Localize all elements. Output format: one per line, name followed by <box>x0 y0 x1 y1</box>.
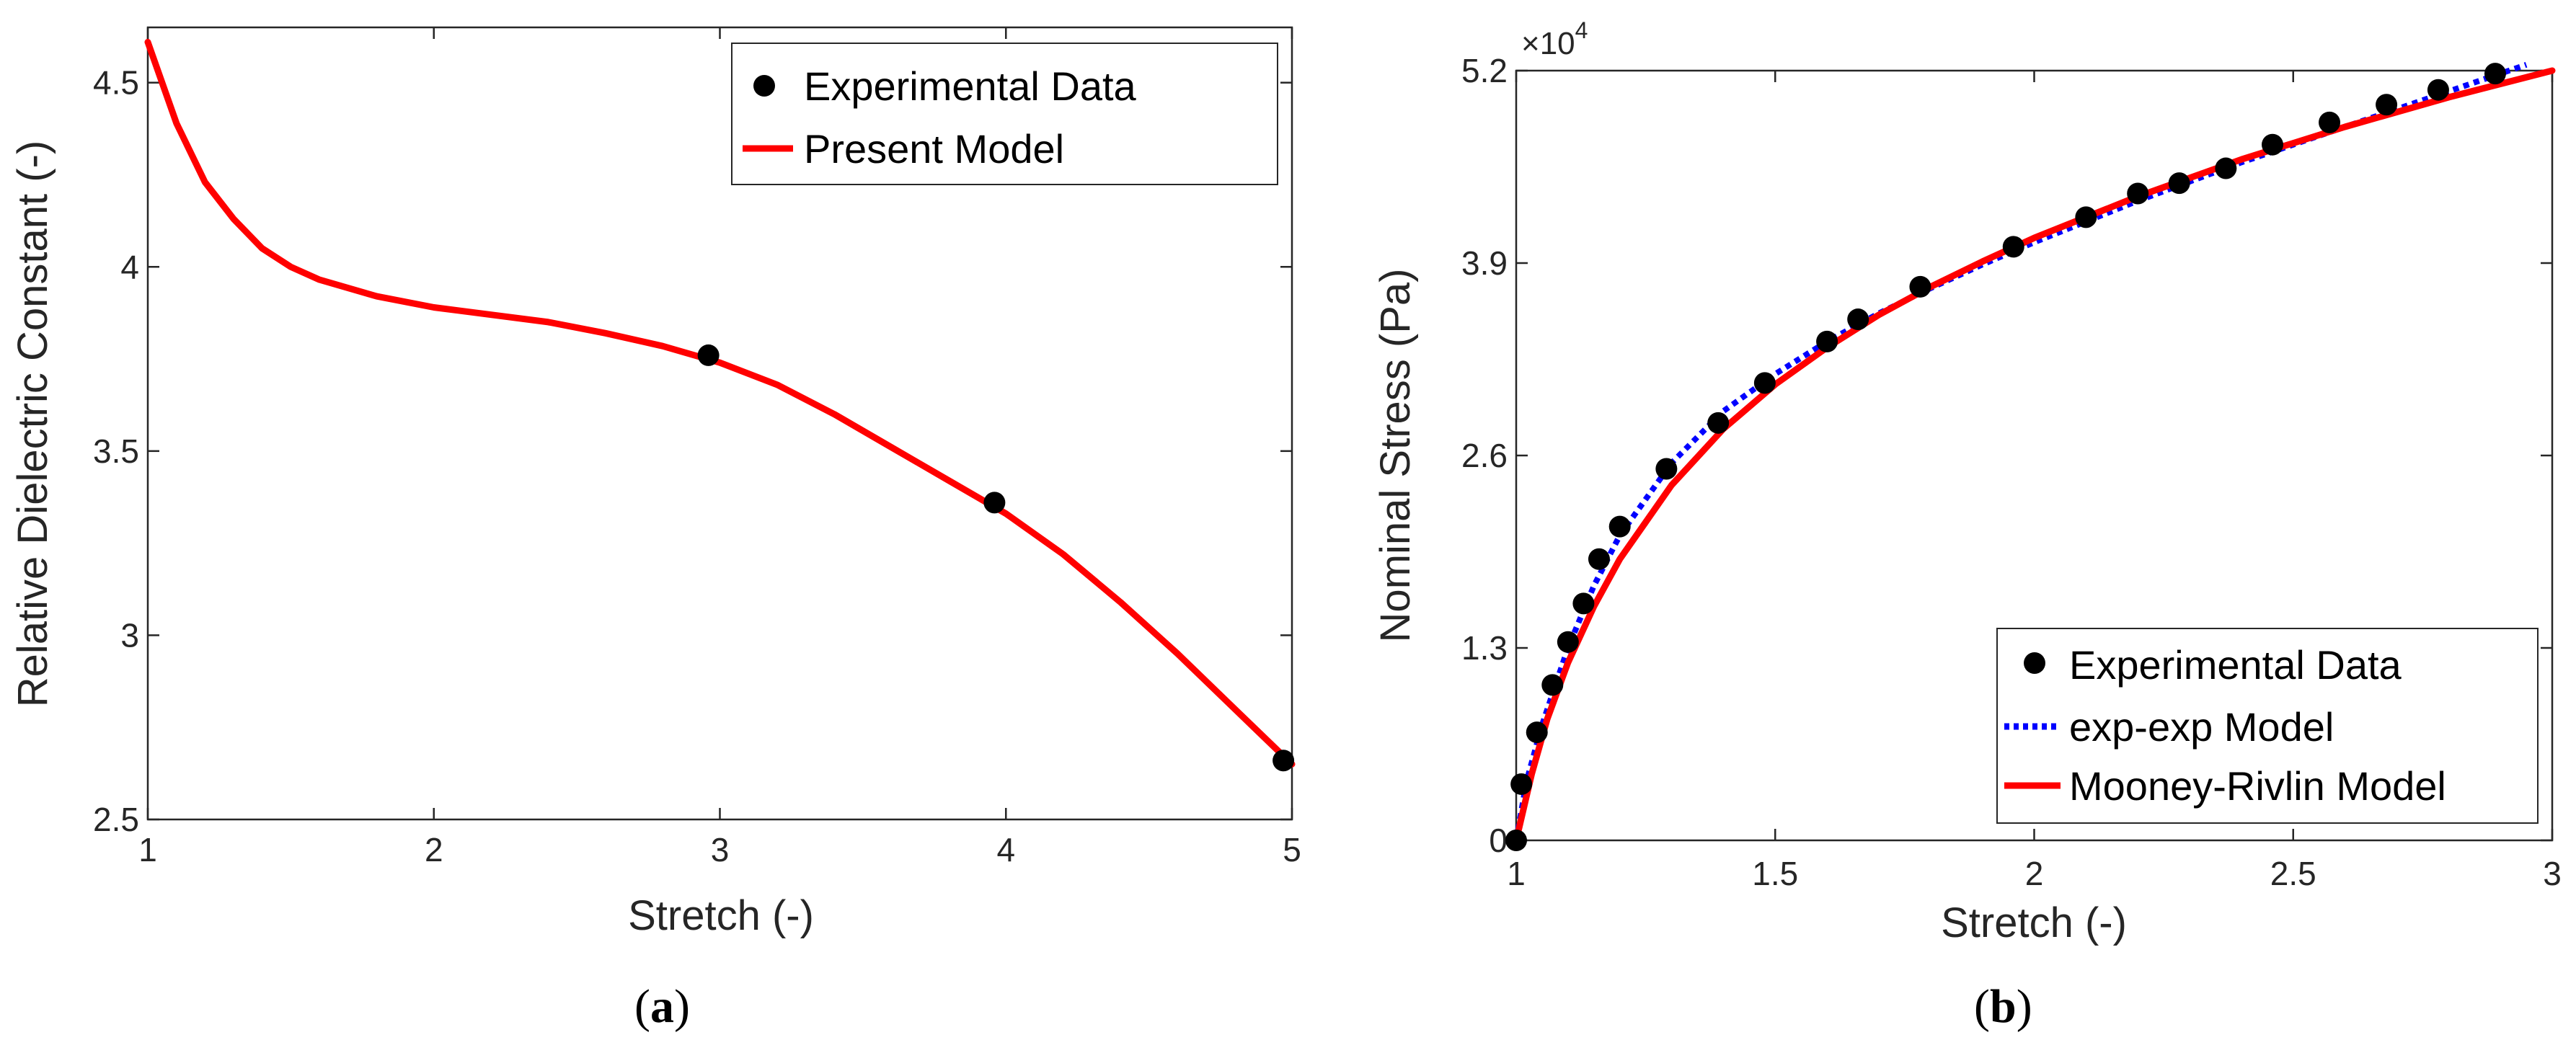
panel-b-legend: Experimental Data exp-exp Model Mooney-R… <box>1996 628 2539 824</box>
data-point-experimental-data <box>1572 592 1595 615</box>
series-line-present-model <box>144 38 1296 768</box>
panel-b-caption: (b) <box>1974 980 2032 1033</box>
panel-b: 1 1.5 2 2.5 3 0 1.3 2.6 3.9 5.2 ×104 Experimental… <box>1372 17 2562 1033</box>
x-tick-label: 2 <box>2025 855 2044 892</box>
y-tick-label: 3 <box>120 616 139 654</box>
multiplier-exponent: 4 <box>1575 17 1588 43</box>
legend-label-experimental-data: Experimental Data <box>2069 642 2402 688</box>
x-tick-label: 5 <box>1283 831 1301 868</box>
y-tick-label: 2.6 <box>1461 437 1508 474</box>
multiplier-base: ×10 <box>1521 26 1575 61</box>
y-tick-label: 4.5 <box>93 64 139 102</box>
y-tick-label: 2.5 <box>93 801 139 838</box>
x-tick-label: 3 <box>2543 855 2562 892</box>
panel-a-caption: (a) <box>634 980 690 1033</box>
panel-b-axis-multiplier: ×104 <box>1521 17 1588 61</box>
y-tick-label: 4 <box>120 248 139 285</box>
data-point-experimental-data <box>1909 275 1931 298</box>
legend-marker-experimental-data <box>2024 652 2045 674</box>
x-tick-label: 2.5 <box>2270 855 2316 892</box>
panel-b-xlabel: Stretch (-) <box>1941 899 2127 946</box>
panel-b-caption-letter: b <box>1990 980 2017 1033</box>
data-point-experimental-data <box>1272 750 1295 772</box>
data-point-experimental-data <box>697 344 720 366</box>
data-point-experimental-data <box>2215 157 2237 179</box>
legend-label-present-model: Present Model <box>804 126 1064 172</box>
x-tick-label: 1 <box>1507 855 1526 892</box>
data-point-experimental-data <box>1588 548 1610 570</box>
data-point-experimental-data <box>2484 63 2506 85</box>
panel-a-series <box>144 38 1296 772</box>
data-point-experimental-data <box>983 492 1006 514</box>
data-point-experimental-data <box>2319 111 2341 133</box>
legend-marker-experimental-data <box>753 75 775 97</box>
panel-a-legend-box <box>731 43 1278 185</box>
data-point-experimental-data <box>2376 94 2398 116</box>
data-point-experimental-data <box>1557 631 1579 653</box>
data-point-experimental-data <box>1541 674 1564 696</box>
legend-label-exp-exp-model: exp-exp Model <box>2069 704 2334 750</box>
data-point-experimental-data <box>2427 79 2449 101</box>
data-point-experimental-data <box>2168 172 2190 195</box>
data-point-experimental-data <box>2075 206 2097 228</box>
panel-b-axis-ticks: 1 1.5 2 2.5 3 0 1.3 2.6 3.9 5.2 <box>1461 52 2562 892</box>
legend-label-experimental-data: Experimental Data <box>804 63 1137 109</box>
panel-a-legend: Experimental Data Present Model <box>731 43 1278 185</box>
x-tick-label: 4 <box>996 831 1015 868</box>
panel-a-caption-letter: a <box>650 980 674 1033</box>
panel-a: 1 2 3 4 5 2.5 3 3.5 4 4.5 Experimental Data Prese… <box>9 26 1301 1033</box>
legend-label-mooney-rivlin-model: Mooney-Rivlin Model <box>2069 763 2446 809</box>
x-tick-label: 2 <box>425 831 443 868</box>
x-tick-label: 3 <box>711 831 730 868</box>
x-tick-label: 1.5 <box>1752 855 1798 892</box>
data-point-experimental-data <box>2002 236 2024 258</box>
x-tick-label: 1 <box>138 831 157 868</box>
data-point-experimental-data <box>1847 308 1869 331</box>
y-tick-label: 3.5 <box>93 432 139 470</box>
data-point-experimental-data <box>2127 182 2149 205</box>
panel-a-axis-ticks: 1 2 3 4 5 2.5 3 3.5 4 4.5 <box>93 27 1301 868</box>
data-point-experimental-data <box>1707 412 1730 434</box>
panel-a-ylabel: Relative Dielectric Constant (-) <box>9 141 56 707</box>
data-point-experimental-data <box>1526 721 1548 744</box>
data-point-experimental-data <box>1655 458 1678 480</box>
data-point-experimental-data <box>1505 830 1527 851</box>
panel-b-ylabel: Nominal Stress (Pa) <box>1372 269 1419 643</box>
data-point-experimental-data <box>1608 515 1631 538</box>
y-tick-label: 5.2 <box>1461 52 1508 89</box>
data-point-experimental-data <box>1816 330 1838 352</box>
y-tick-label: 1.3 <box>1461 629 1508 667</box>
panel-b-series <box>1505 62 2556 851</box>
data-point-experimental-data <box>1510 773 1533 795</box>
y-tick-label: 0 <box>1489 822 1508 859</box>
panel-b-legend-box <box>1996 628 2539 824</box>
y-tick-label: 3.9 <box>1461 244 1508 282</box>
panel-a-xlabel: Stretch (-) <box>628 892 814 939</box>
data-point-experimental-data <box>1753 372 1776 394</box>
data-point-experimental-data <box>2262 133 2284 156</box>
